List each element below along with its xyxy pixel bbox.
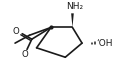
Text: ‘OH: ‘OH [96,39,113,48]
Text: O: O [13,27,20,36]
Text: O: O [21,50,28,59]
Text: NH₂: NH₂ [66,2,83,11]
Polygon shape [71,13,74,27]
